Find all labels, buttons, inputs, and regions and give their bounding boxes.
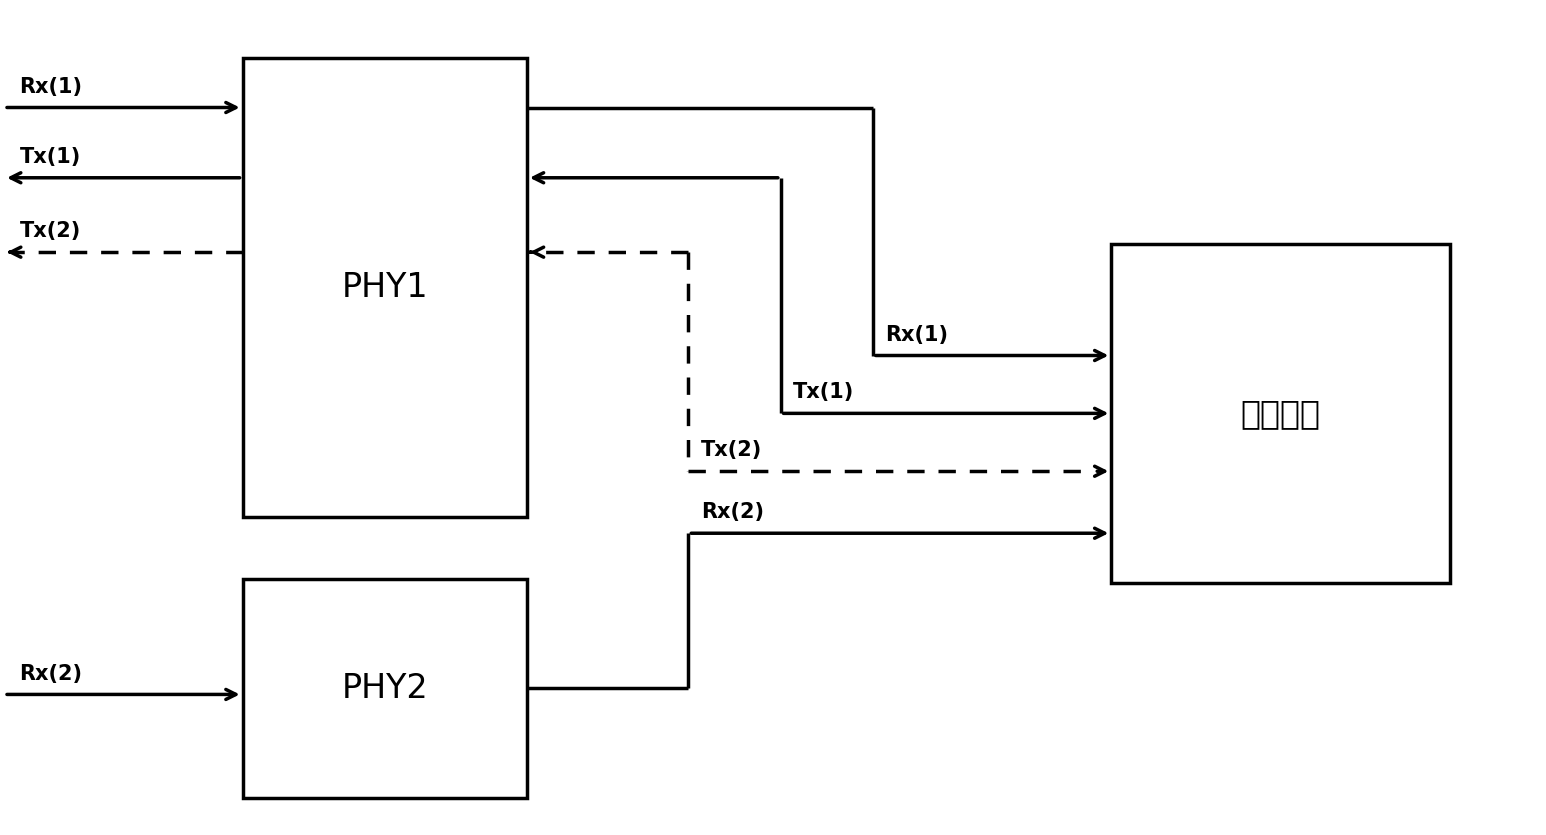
Bar bbox=[243, 579, 527, 797]
Text: Rx(1): Rx(1) bbox=[886, 325, 948, 345]
Text: Tx(2): Tx(2) bbox=[700, 440, 762, 460]
Text: 保留通道: 保留通道 bbox=[1240, 397, 1320, 430]
Text: Tx(2): Tx(2) bbox=[20, 221, 80, 241]
Text: Rx(1): Rx(1) bbox=[20, 77, 82, 97]
Text: Rx(2): Rx(2) bbox=[20, 664, 82, 684]
Text: PHY2: PHY2 bbox=[342, 671, 428, 705]
Text: Rx(2): Rx(2) bbox=[700, 503, 764, 523]
Text: Tx(1): Tx(1) bbox=[20, 147, 80, 167]
Bar bbox=[1112, 244, 1450, 583]
Text: Tx(1): Tx(1) bbox=[793, 382, 855, 402]
Text: PHY1: PHY1 bbox=[342, 271, 428, 304]
Bar bbox=[243, 58, 527, 517]
